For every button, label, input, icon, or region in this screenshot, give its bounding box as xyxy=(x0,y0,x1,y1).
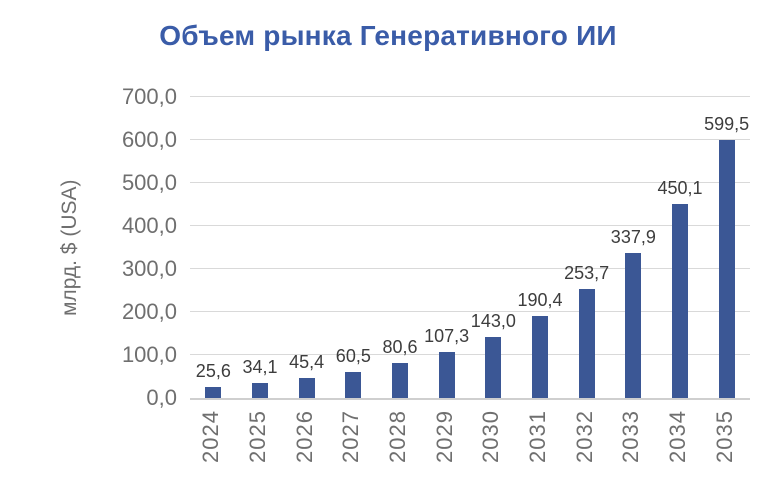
bar-value-label: 450,1 xyxy=(657,178,703,199)
gridline xyxy=(190,139,750,140)
y-tick-label: 400,0 xyxy=(121,213,177,238)
y-tick-label: 600,0 xyxy=(121,127,177,152)
gridline xyxy=(190,311,750,312)
bar-value-label: 25,6 xyxy=(195,361,231,381)
x-tick-label: 2028 xyxy=(385,410,410,463)
x-tick-label: 2027 xyxy=(338,410,364,463)
bar-2033 xyxy=(625,252,642,398)
x-tick-label: 2024 xyxy=(198,410,224,463)
bar-2026 xyxy=(298,378,315,398)
bar-value-label: 34,1 xyxy=(242,357,278,378)
x-tick-label: 2035 xyxy=(711,410,737,463)
x-axis-line xyxy=(190,398,750,400)
bar-value-label: 253,7 xyxy=(564,262,610,283)
x-tick-label: 2032 xyxy=(571,410,597,463)
gridline xyxy=(190,354,750,355)
bar-2024 xyxy=(205,387,222,398)
bar-value-label: 143,0 xyxy=(470,310,516,331)
bar-2025 xyxy=(252,383,268,398)
bar-value-label: 60,5 xyxy=(335,346,371,366)
gridline xyxy=(190,225,750,226)
y-tick-label: 200,0 xyxy=(121,299,177,324)
y-tick-label: 500,0 xyxy=(121,170,177,195)
bar-2032 xyxy=(578,288,595,398)
plot-area: 0,0 100,0 200,0 300,0 400,0 500,0 600,0 700,0 25… xyxy=(122,86,750,409)
bar-2031 xyxy=(532,316,548,398)
bar-2035 xyxy=(718,140,735,398)
chart-title: Объем рынка Генеративного ИИ xyxy=(159,20,617,51)
y-axis-title: млрд. $ (USA) xyxy=(58,179,81,316)
gridline xyxy=(190,182,750,183)
bar-value-label: 45,4 xyxy=(289,352,325,373)
x-axis-labels: 2024 2025 2026 2027 2028 2029 2030 2031 2032 2033… xyxy=(190,410,750,498)
x-tick-label: 2029 xyxy=(431,410,457,463)
bar-2029 xyxy=(438,351,455,398)
bar-value-label: 190,4 xyxy=(517,290,563,311)
bar-2027 xyxy=(345,372,362,398)
gridline xyxy=(190,96,750,97)
bar-2028 xyxy=(392,363,408,398)
gridline xyxy=(190,268,750,269)
x-tick-label: 2026 xyxy=(291,410,317,463)
x-tick-label: 2025 xyxy=(245,410,270,463)
bar-2034 xyxy=(672,204,688,398)
bar-value-label: 599,5 xyxy=(704,114,750,135)
bar-value-label: 107,3 xyxy=(424,325,470,346)
y-tick-label: 700,0 xyxy=(121,84,177,109)
y-tick-label: 300,0 xyxy=(121,256,177,281)
bar-value-label: 337,9 xyxy=(610,226,656,247)
y-tick-label: 0,0 xyxy=(146,385,177,410)
bar-2030 xyxy=(485,336,502,398)
x-tick-label: 2030 xyxy=(478,410,504,463)
x-tick-label: 2034 xyxy=(665,410,690,463)
x-tick-label: 2031 xyxy=(525,410,550,463)
x-tick-label: 2033 xyxy=(618,410,644,463)
y-tick-label: 100,0 xyxy=(121,342,177,367)
bar-value-label: 80,6 xyxy=(382,337,418,358)
